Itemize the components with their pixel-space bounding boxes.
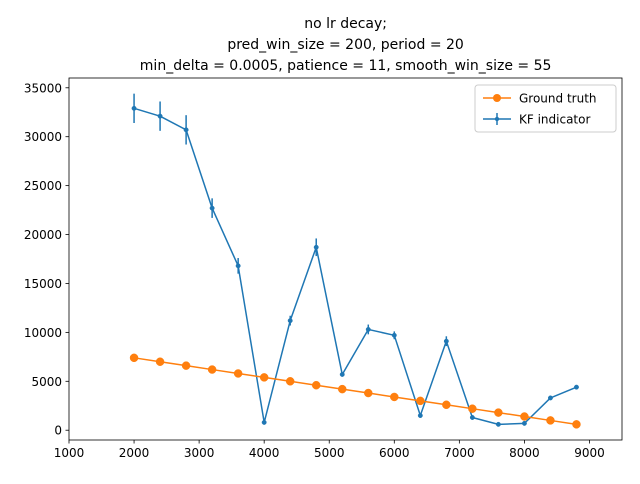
y-tick-label: 25000: [24, 179, 62, 193]
data-point: [235, 263, 241, 269]
data-point: [494, 408, 503, 417]
data-point: [131, 105, 137, 111]
x-tick-label: 2000: [119, 446, 150, 460]
data-point: [364, 388, 373, 398]
data-point: [547, 395, 553, 401]
legend-box: [474, 84, 617, 133]
data-point: [520, 412, 529, 421]
data-point: [417, 413, 423, 418]
data-point: [443, 338, 449, 344]
data-point: [468, 404, 477, 413]
y-tick-label: 0: [54, 424, 62, 438]
data-point: [469, 415, 475, 420]
legend-entry-ground-truth: Ground truth: [483, 92, 597, 106]
data-point: [311, 380, 321, 390]
x-tick-label: 1000: [54, 446, 85, 460]
data-point: [572, 420, 581, 429]
data-point: [442, 400, 451, 410]
data-point: [285, 377, 295, 386]
data-point: [546, 416, 555, 425]
series-line: [133, 357, 577, 426]
data-point: [287, 318, 293, 324]
axes: 1000 2000 3000 4000 5000 6000 7000 8000 9000 0 500…: [24, 77, 623, 460]
data-point: [259, 373, 269, 382]
legend-entry-kf-indicator: KF indicator: [483, 113, 590, 127]
x-tick-label: 4000: [249, 446, 280, 460]
data-point: [313, 244, 319, 250]
x-tick-label: 6000: [379, 446, 410, 460]
data-point: [574, 384, 579, 390]
y-tick-label: 30000: [24, 130, 62, 144]
chart-title: no lr decay; pred_win_size = 200, period…: [140, 16, 552, 74]
data-point: [337, 384, 347, 394]
chart-title-line-2: pred_win_size = 200, period = 20: [227, 37, 464, 53]
series-kf-indicator: [131, 93, 579, 427]
chart-title-line-1: no lr decay;: [304, 16, 387, 32]
plot-area: [129, 93, 581, 429]
data-point: [233, 369, 243, 378]
data-point: [261, 419, 267, 425]
data-point: [365, 326, 371, 332]
y-tick-label: 15000: [24, 277, 62, 291]
data-point: [209, 205, 215, 211]
data-point: [157, 113, 163, 119]
data-point: [181, 361, 191, 370]
x-tick-label: 7000: [444, 446, 475, 460]
data-point: [390, 392, 399, 402]
chart-title-line-3: min_delta = 0.0005, patience = 11, smoot…: [140, 58, 552, 74]
data-point: [495, 421, 501, 427]
axes-frame: [68, 77, 623, 441]
y-tick-label: 35000: [24, 81, 62, 95]
data-point: [207, 365, 217, 374]
x-tick-label: 9000: [574, 446, 605, 460]
x-tick-label: 8000: [509, 446, 540, 460]
data-point: [183, 127, 189, 133]
legend-label: KF indicator: [519, 113, 590, 127]
legend-label: Ground truth: [519, 92, 597, 106]
legend-swatch-marker: [493, 94, 501, 102]
data-point: [155, 357, 165, 366]
y-tick-label: 10000: [24, 326, 62, 340]
y-tick-label: 5000: [31, 375, 62, 389]
data-point: [391, 332, 397, 338]
data-point: [339, 371, 345, 377]
series-line: [133, 107, 577, 426]
data-point: [129, 353, 139, 363]
x-tick-label: 3000: [184, 446, 215, 460]
series-ground-truth: [129, 353, 581, 429]
legend-swatch-marker: [494, 116, 500, 122]
data-point: [416, 396, 425, 406]
x-tick-label: 5000: [314, 446, 345, 460]
legend: Ground truth KF indicator: [474, 84, 617, 133]
y-tick-label: 20000: [24, 228, 62, 242]
data-point: [521, 420, 527, 426]
